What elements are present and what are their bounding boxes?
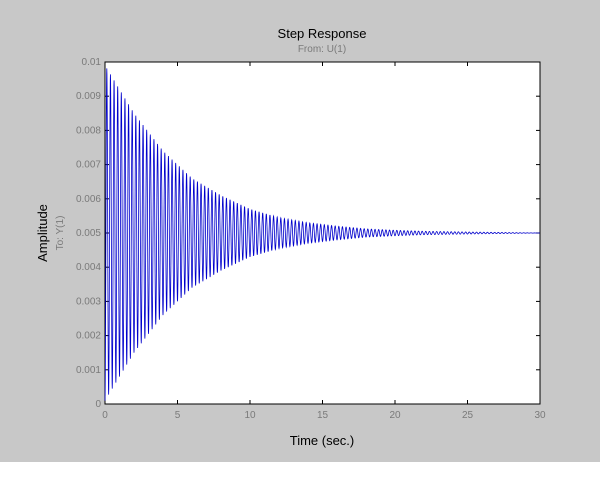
chart-subtitle: From: U(1) xyxy=(298,44,346,55)
tick-labels: 0 5 10 15 20 25 30 0 0.001 0.002 0.003 0.004 0.005 0.… xyxy=(76,57,546,421)
figure-window: 0 5 10 15 20 25 30 0 0.001 0.002 0.003 0.004 0.005 0.… xyxy=(0,0,600,462)
y-axis-secondary-label: To: Y(1) xyxy=(55,216,66,251)
step-response-chart: 0 5 10 15 20 25 30 0 0.001 0.002 0.003 0.004 0.005 0.… xyxy=(35,26,546,448)
y-tick-label: 0.006 xyxy=(76,194,101,205)
y-tick-label: 0.004 xyxy=(76,262,101,273)
y-axis-label: Amplitude xyxy=(35,204,50,262)
y-tick-label: 0.005 xyxy=(76,228,101,239)
series-line xyxy=(104,68,540,401)
chart-title: Step Response xyxy=(278,26,367,41)
x-tick-label: 25 xyxy=(462,410,474,421)
y-tick-label: 0.009 xyxy=(76,91,101,102)
x-tick-label: 20 xyxy=(389,410,401,421)
x-tick-label: 15 xyxy=(317,410,329,421)
x-tick-label: 0 xyxy=(102,410,108,421)
y-tick-label: 0.01 xyxy=(82,57,102,68)
y-tick-label: 0.008 xyxy=(76,125,101,136)
axis-ticks xyxy=(104,61,541,405)
y-tick-label: 0.001 xyxy=(76,365,101,376)
x-tick-label: 10 xyxy=(244,410,256,421)
x-tick-label: 30 xyxy=(534,410,546,421)
x-tick-label: 5 xyxy=(175,410,181,421)
y-tick-label: 0.002 xyxy=(76,331,101,342)
series-group xyxy=(104,68,540,401)
plot-area xyxy=(104,61,541,405)
x-axis-label: Time (sec.) xyxy=(290,433,355,448)
y-tick-label: 0.003 xyxy=(76,296,101,307)
y-tick-label: 0.007 xyxy=(76,160,101,171)
y-tick-label: 0 xyxy=(95,399,101,410)
